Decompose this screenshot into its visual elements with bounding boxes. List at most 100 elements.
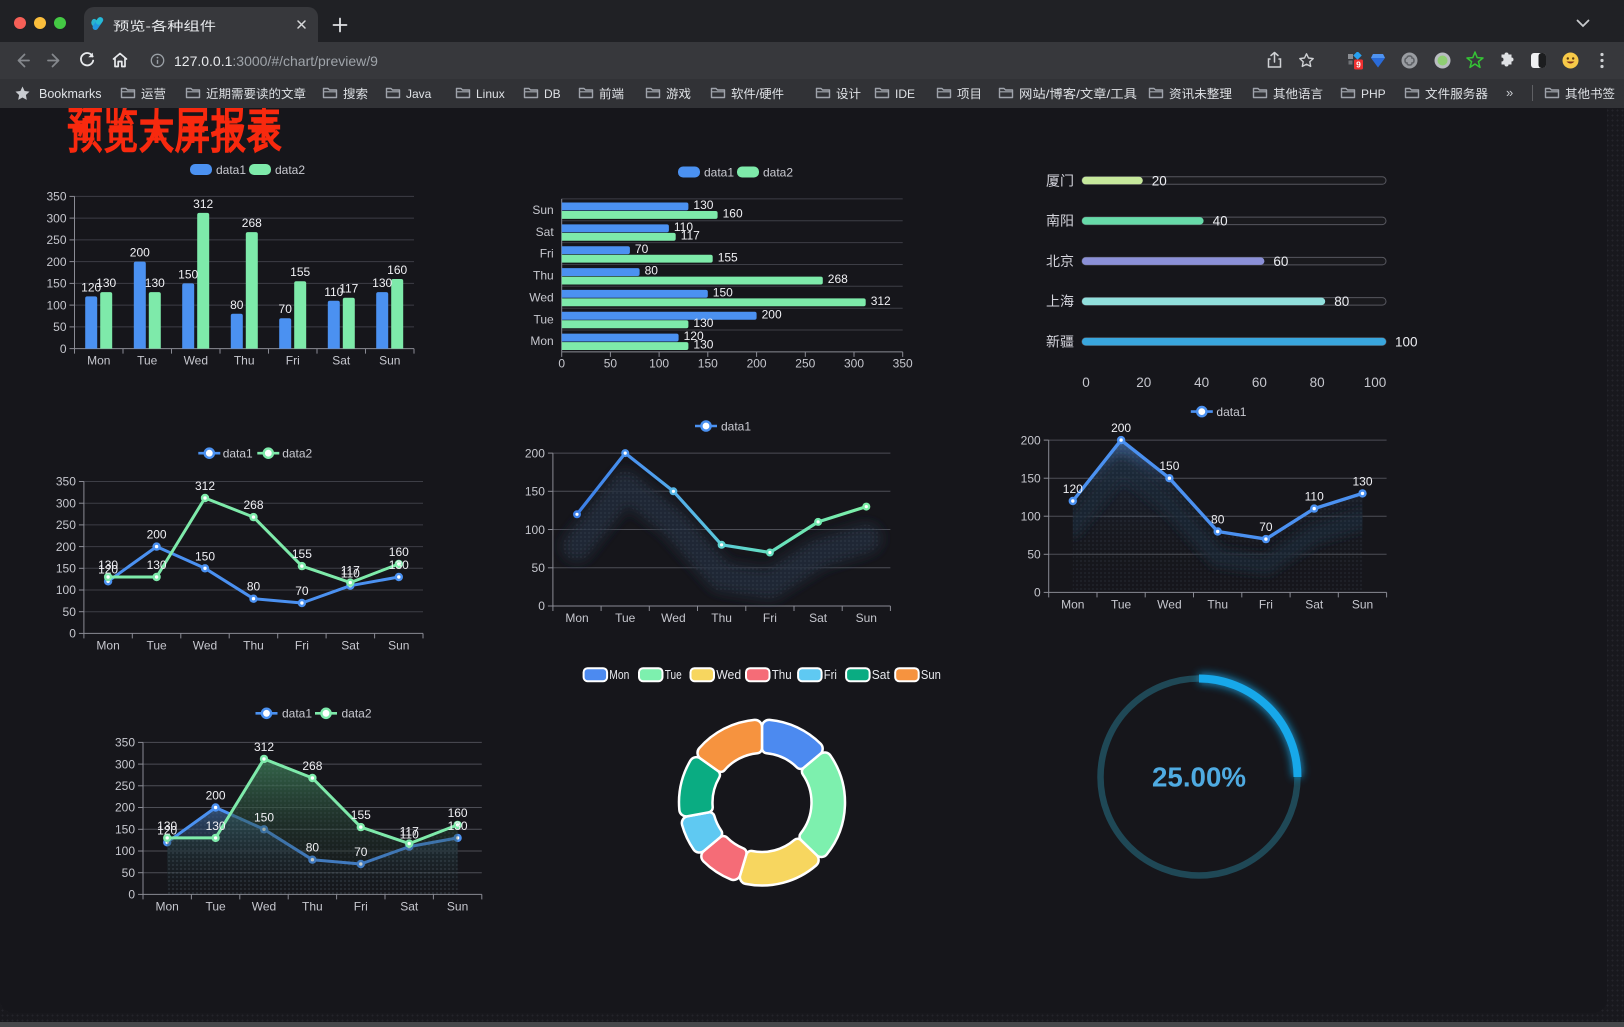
svg-text:Sat: Sat xyxy=(400,900,419,914)
svg-text:200: 200 xyxy=(147,528,167,542)
svg-text:117: 117 xyxy=(339,282,358,296)
svg-text:Tue: Tue xyxy=(533,312,554,326)
svg-text:40: 40 xyxy=(1194,375,1209,390)
svg-text:200: 200 xyxy=(1021,433,1041,447)
svg-text:Tue: Tue xyxy=(665,668,682,682)
svg-text:300: 300 xyxy=(56,496,76,510)
svg-text:北京: 北京 xyxy=(1046,254,1074,269)
svg-text:Sat: Sat xyxy=(332,354,351,368)
svg-text:200: 200 xyxy=(115,801,135,815)
svg-text:上海: 上海 xyxy=(1046,294,1074,309)
svg-text:80: 80 xyxy=(247,580,261,594)
svg-text:350: 350 xyxy=(46,190,66,204)
svg-text:50: 50 xyxy=(53,320,67,334)
svg-text:130: 130 xyxy=(448,819,468,833)
svg-text:350: 350 xyxy=(115,736,135,750)
svg-text:200: 200 xyxy=(46,255,66,269)
svg-text:预览大屏报表: 预览大屏报表 xyxy=(67,108,282,159)
svg-text:117: 117 xyxy=(400,825,419,839)
svg-text:Mon: Mon xyxy=(609,668,629,682)
svg-text:155: 155 xyxy=(718,250,738,264)
svg-text:Thu: Thu xyxy=(711,611,732,625)
svg-text:300: 300 xyxy=(115,757,135,771)
svg-text:250: 250 xyxy=(795,357,815,371)
svg-text:软件/硬件: 软件/硬件 xyxy=(731,87,784,101)
svg-text:0: 0 xyxy=(1034,586,1041,600)
svg-text:150: 150 xyxy=(254,810,274,824)
svg-text:Sun: Sun xyxy=(379,354,400,368)
svg-text:100: 100 xyxy=(1395,335,1418,350)
svg-text:Wed: Wed xyxy=(184,354,208,368)
svg-text:110: 110 xyxy=(400,828,419,842)
svg-text:50: 50 xyxy=(532,561,546,575)
svg-text:9: 9 xyxy=(1356,59,1361,69)
svg-text:Sat: Sat xyxy=(872,668,891,682)
svg-text:70: 70 xyxy=(635,242,649,256)
svg-text:150: 150 xyxy=(525,485,545,499)
svg-text:Tue: Tue xyxy=(615,611,636,625)
svg-text:117: 117 xyxy=(681,229,700,243)
svg-text:游戏: 游戏 xyxy=(666,87,691,101)
svg-text:150: 150 xyxy=(178,267,198,281)
svg-text:Tue: Tue xyxy=(205,900,226,914)
svg-text:120: 120 xyxy=(98,562,118,576)
svg-text:Sat: Sat xyxy=(809,611,828,625)
svg-text:268: 268 xyxy=(243,498,263,512)
svg-text:0: 0 xyxy=(538,599,545,613)
svg-text:110: 110 xyxy=(324,285,343,299)
svg-text:60: 60 xyxy=(1273,254,1288,269)
svg-text:250: 250 xyxy=(115,779,135,793)
svg-text:data2: data2 xyxy=(763,166,793,180)
svg-text:Sun: Sun xyxy=(388,639,409,653)
svg-text:160: 160 xyxy=(387,263,407,277)
svg-text:Mon: Mon xyxy=(530,334,553,348)
svg-text:268: 268 xyxy=(828,272,848,286)
svg-text:Sun: Sun xyxy=(921,668,941,682)
svg-text:312: 312 xyxy=(254,740,274,754)
svg-text:data1: data1 xyxy=(282,707,312,721)
svg-text:80: 80 xyxy=(230,298,244,312)
svg-text:Sun: Sun xyxy=(1352,598,1373,612)
svg-text:0: 0 xyxy=(128,888,135,902)
svg-text:其他语言: 其他语言 xyxy=(1273,87,1323,101)
svg-text:Tue: Tue xyxy=(137,354,158,368)
svg-text:100: 100 xyxy=(525,523,545,537)
svg-text:0: 0 xyxy=(60,342,67,356)
svg-text:data2: data2 xyxy=(282,447,312,461)
svg-text:268: 268 xyxy=(242,216,262,230)
svg-text:300: 300 xyxy=(844,357,864,371)
svg-text:110: 110 xyxy=(341,567,360,581)
svg-text:80: 80 xyxy=(1334,294,1349,309)
svg-text:20: 20 xyxy=(1136,375,1151,390)
svg-text:70: 70 xyxy=(279,302,293,316)
svg-text:120: 120 xyxy=(81,280,101,294)
svg-text:Thu: Thu xyxy=(234,354,255,368)
svg-text:200: 200 xyxy=(56,540,76,554)
svg-text:70: 70 xyxy=(354,845,368,859)
svg-text:110: 110 xyxy=(674,220,693,234)
svg-text:130: 130 xyxy=(147,558,167,572)
svg-text:130: 130 xyxy=(1352,474,1372,488)
svg-text:Thu: Thu xyxy=(1207,598,1228,612)
svg-text:南阳: 南阳 xyxy=(1046,214,1074,229)
svg-text:120: 120 xyxy=(157,823,177,837)
svg-text:130: 130 xyxy=(145,276,165,290)
svg-text:150: 150 xyxy=(1159,459,1179,473)
svg-text:data1: data1 xyxy=(704,166,734,180)
svg-text:Wed: Wed xyxy=(252,900,276,914)
svg-text:Fri: Fri xyxy=(1259,598,1273,612)
svg-text:Fri: Fri xyxy=(354,900,368,914)
svg-text:130: 130 xyxy=(389,558,409,572)
svg-text:50: 50 xyxy=(604,357,618,371)
svg-text:200: 200 xyxy=(130,246,150,260)
svg-text:130: 130 xyxy=(157,819,177,833)
svg-text:Wed: Wed xyxy=(193,639,217,653)
svg-text:Sun: Sun xyxy=(856,611,877,625)
svg-text:150: 150 xyxy=(713,286,733,300)
svg-text:268: 268 xyxy=(302,759,322,773)
svg-text:160: 160 xyxy=(389,545,409,559)
svg-text:Tue: Tue xyxy=(1111,598,1132,612)
svg-text:80: 80 xyxy=(645,264,659,278)
svg-text:Wed: Wed xyxy=(716,668,741,682)
svg-text:Sat: Sat xyxy=(536,225,555,239)
